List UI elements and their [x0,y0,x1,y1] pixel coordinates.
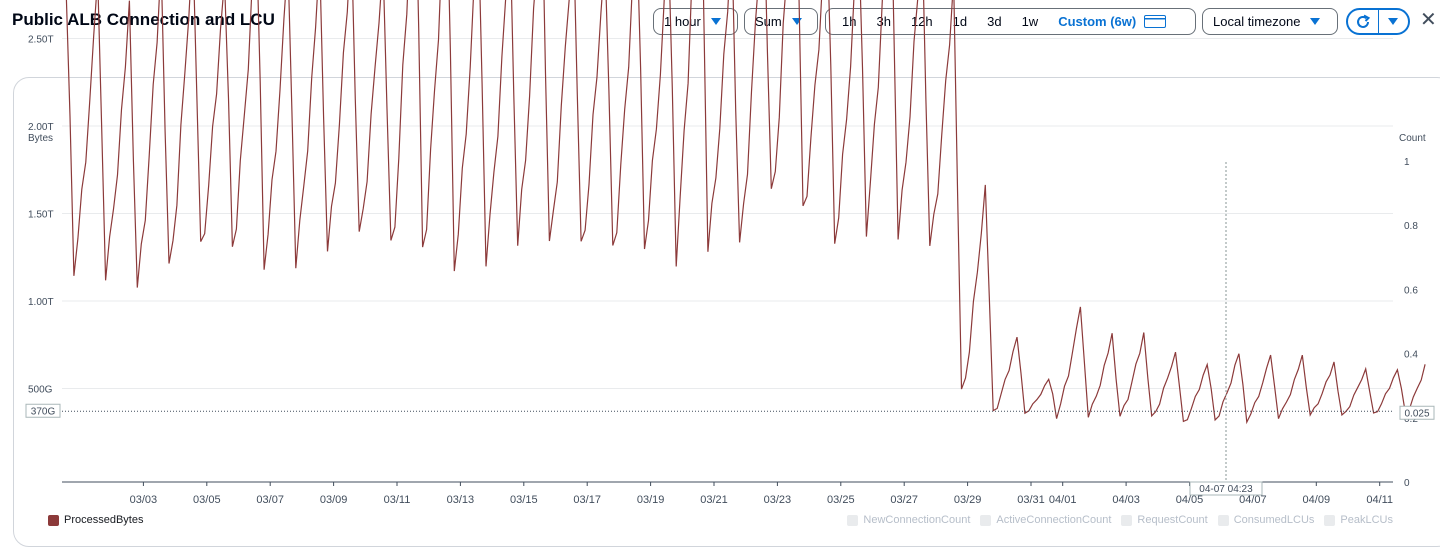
legend-label: NewConnectionCount [863,514,971,526]
refresh-icon [1356,14,1370,28]
range-12h[interactable]: 12h [910,14,933,29]
caret-down-icon [710,18,721,25]
range-1h[interactable]: 1h [842,14,857,29]
timezone-label: Local timezone [1213,14,1301,29]
legend-label: ActiveConnectionCount [996,514,1112,526]
legend-peak-lcus[interactable]: PeakLCUs [1324,514,1393,526]
caret-down-icon [791,18,802,25]
refresh-button[interactable] [1348,10,1378,33]
legend-swatch [1121,514,1133,526]
legend-label: ConsumedLCUs [1233,514,1315,526]
close-icon[interactable]: ✕ [1420,9,1437,31]
legend-label: RequestCount [1137,514,1208,526]
range-custom[interactable]: Custom (6w) [1058,14,1137,29]
period-dropdown[interactable]: 1 hour [653,8,738,35]
legend-processed-bytes[interactable]: ProcessedBytes [48,514,143,526]
legend-consumed-lcus[interactable]: ConsumedLCUs [1217,514,1315,526]
legend-swatch [1217,514,1229,526]
legend-label: PeakLCUs [1340,514,1393,526]
range-1d[interactable]: 1d [952,14,968,29]
calendar-icon[interactable] [1144,15,1167,28]
legend-request-count[interactable]: RequestCount [1121,514,1208,526]
y-tick-label: 2.50T [28,35,54,46]
legend-swatch [48,514,59,526]
legend-inactive: NewConnectionCount ActiveConnectionCount… [847,514,1393,526]
timezone-dropdown[interactable]: Local timezone [1202,8,1338,35]
legend-swatch [1324,514,1336,526]
refresh-control [1346,8,1410,35]
page-title: Public ALB Connection and LCU [12,10,275,29]
statistic-dropdown[interactable]: Sum [744,8,818,35]
legend-swatch [847,514,859,526]
refresh-options-button[interactable] [1379,10,1409,33]
range-3h[interactable]: 3h [876,14,891,29]
range-1w[interactable]: 1w [1021,14,1039,29]
chart-panel [13,77,1440,547]
time-range-selector: 1h 3h 12h 1d 3d 1w Custom (6w) [825,8,1196,35]
statistic-label: Sum [755,14,782,29]
legend-active-connection-count[interactable]: ActiveConnectionCount [980,514,1111,526]
caret-down-icon [1388,18,1399,25]
caret-down-icon [1310,18,1321,25]
range-3d[interactable]: 3d [987,14,1002,29]
legend-new-connection-count[interactable]: NewConnectionCount [847,514,970,526]
legend-swatch [980,514,992,526]
legend-label: ProcessedBytes [64,514,144,526]
period-label: 1 hour [664,14,701,29]
